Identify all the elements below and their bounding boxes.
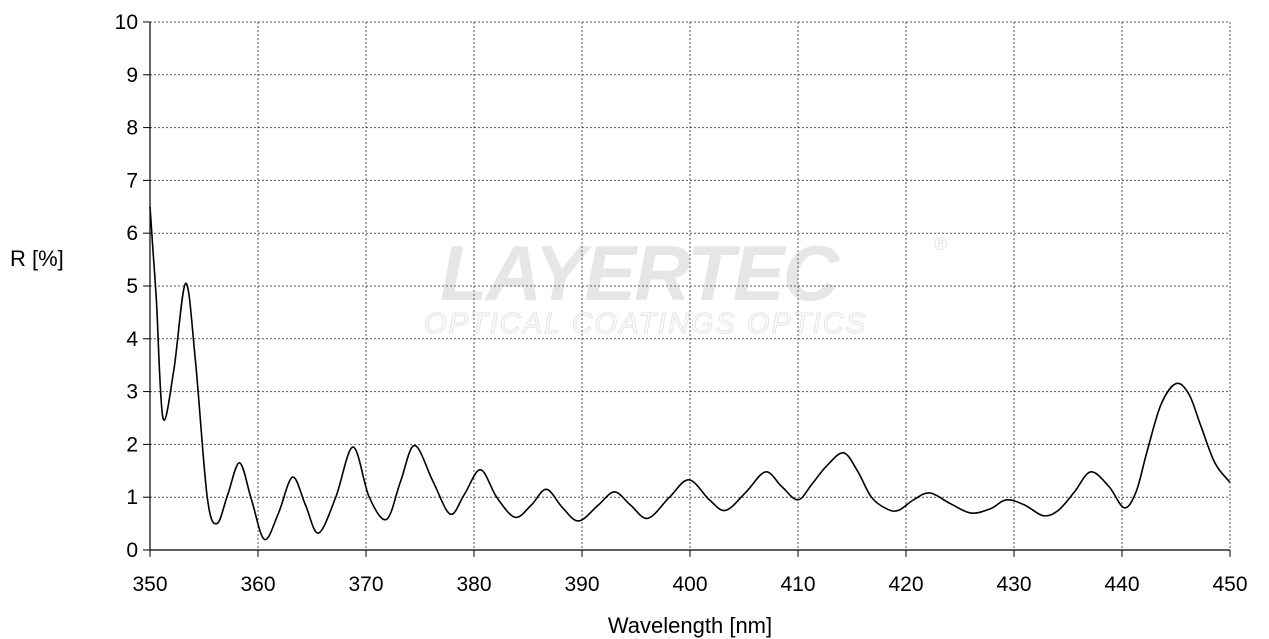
x-tick-label: 410	[780, 573, 815, 596]
y-tick-label: 10	[115, 11, 138, 34]
y-tick-label: 1	[126, 486, 138, 509]
x-tick-label: 350	[132, 573, 167, 596]
watermark-tagline: OPTICAL COATINGS OPTICS	[424, 308, 867, 340]
x-tick-label: 360	[240, 573, 275, 596]
y-axis-title: R [%]	[10, 246, 64, 271]
x-tick-label: 380	[456, 573, 491, 596]
y-tick-labels: 0 1 2 3 4 5 6 7 8 9 10	[115, 11, 139, 562]
x-tick-label: 440	[1104, 573, 1139, 596]
chart-grid	[150, 21, 1231, 550]
x-axis-title: Wavelength [nm]	[608, 613, 772, 638]
y-tick-label: 3	[126, 381, 138, 404]
y-tick-label: 2	[126, 433, 138, 456]
x-tick-label: 420	[888, 573, 923, 596]
y-tick-label: 7	[126, 169, 138, 192]
x-tick-label: 370	[348, 573, 383, 596]
chart-axes	[143, 21, 1231, 557]
watermark-registered-mark: ®	[934, 234, 947, 254]
x-tick-label: 450	[1212, 573, 1247, 596]
chart-series	[149, 206, 1231, 541]
y-tick-label: 6	[126, 222, 138, 245]
x-tick-label: 390	[564, 573, 599, 596]
reflectance-curve	[149, 206, 1231, 541]
y-tick-label: 8	[126, 117, 138, 140]
y-tick-label: 5	[126, 275, 138, 298]
y-tick-label: 0	[126, 539, 138, 562]
x-tick-label: 400	[672, 573, 707, 596]
layertec-watermark: LAYERTEC ® OPTICAL COATINGS OPTICS	[424, 229, 948, 341]
x-tick-label: 430	[996, 573, 1031, 596]
y-tick-label: 9	[126, 64, 138, 87]
x-tick-labels: 350 360 370 380 390 400 410 420 430 440 450	[132, 573, 1247, 596]
watermark-brand: LAYERTEC	[440, 229, 841, 317]
y-tick-label: 4	[126, 328, 138, 351]
